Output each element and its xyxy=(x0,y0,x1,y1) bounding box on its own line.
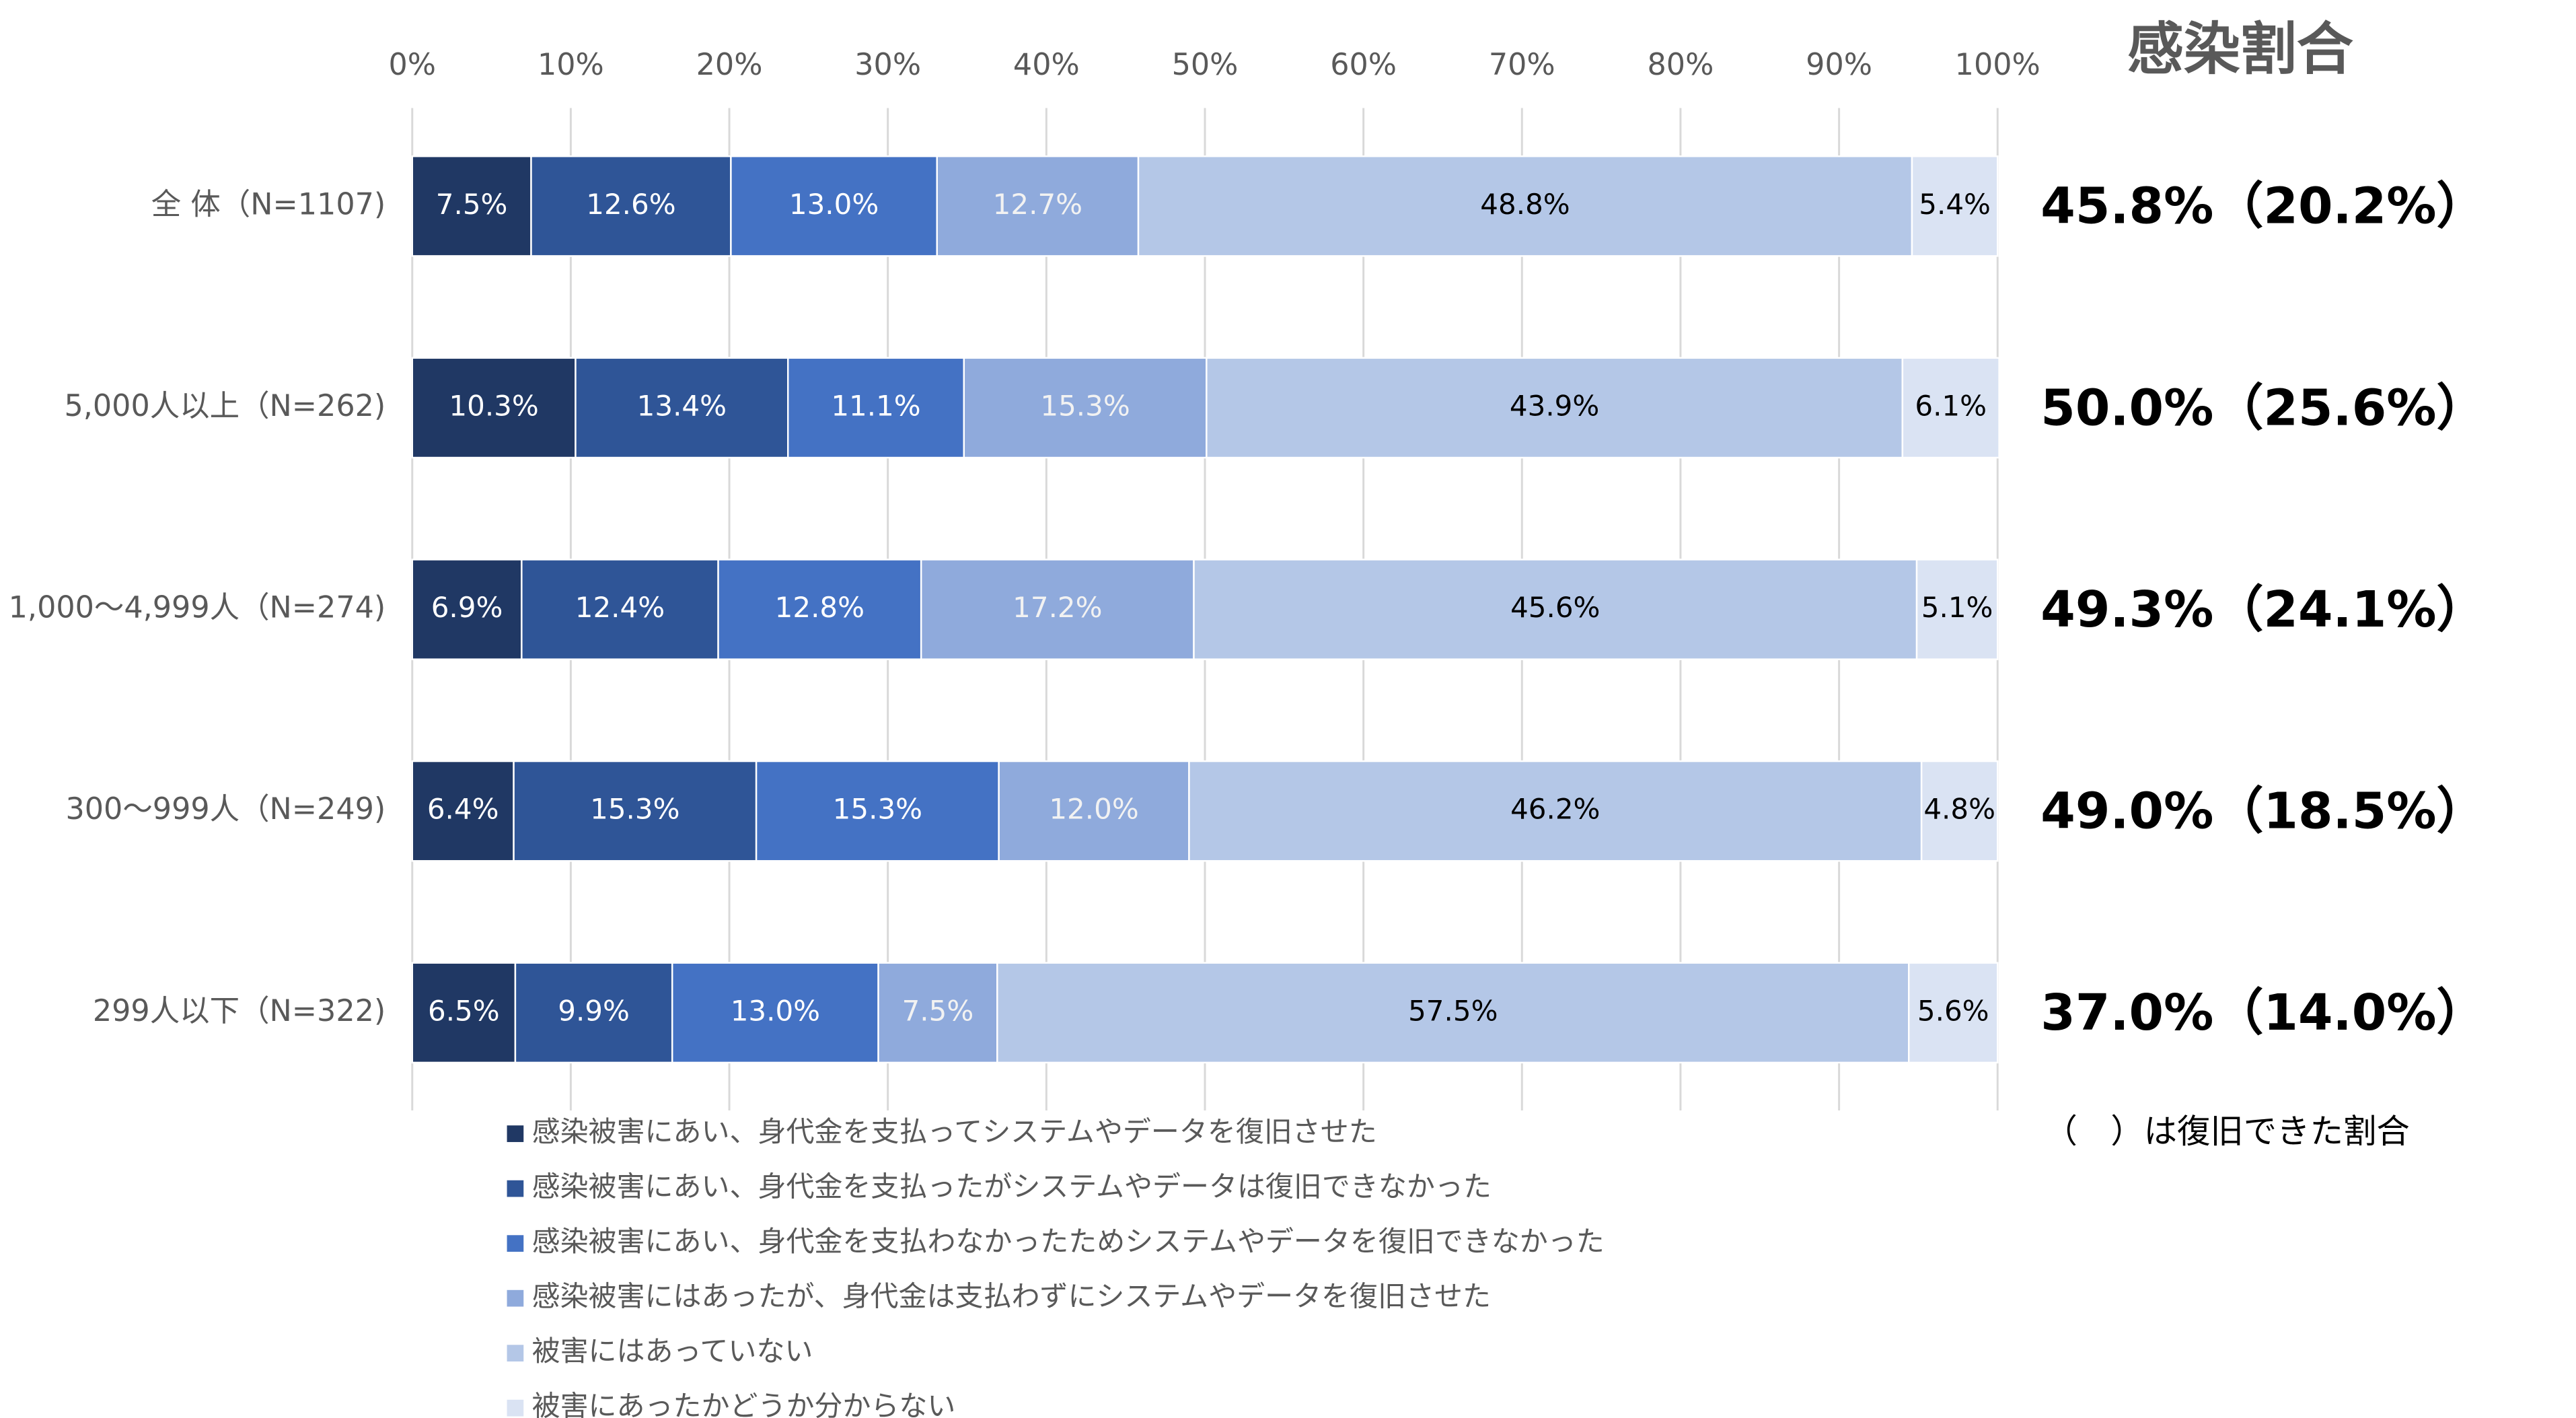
bar-segment xyxy=(717,559,922,660)
legend-marker xyxy=(507,1289,524,1307)
category-label: 299人以下（N=322) xyxy=(93,994,385,1028)
value-label: 13.0% xyxy=(789,188,879,221)
category-label: 全 体（N=1107) xyxy=(151,187,385,221)
bar-segment xyxy=(411,962,517,1064)
x-tick-label: 80% xyxy=(1648,48,1714,82)
value-label: 43.9% xyxy=(1510,389,1599,422)
category-label: 5,000人以上（N=262) xyxy=(64,389,385,423)
category-label: 1,000～4,999人（N=274) xyxy=(9,591,386,625)
legend-marker xyxy=(507,1180,524,1197)
bar-segment xyxy=(1915,559,1999,660)
legend-label: 被害にはあっていない xyxy=(532,1335,813,1368)
bar-segment xyxy=(671,962,879,1064)
x-tick-label: 100% xyxy=(1955,48,2040,82)
bar-segment xyxy=(996,962,1910,1064)
legend-marker xyxy=(507,1345,524,1362)
x-tick-label: 50% xyxy=(1172,48,1239,82)
annotation-value: 49.0%（18.5%） xyxy=(2040,783,2486,841)
legend-label: 感染被害にあい、身代金を支払ってシステムやデータを復旧させた xyxy=(532,1115,1377,1148)
x-tick-label: 0% xyxy=(388,48,436,82)
legend-label: 感染被害にはあったが、身代金は支払わずにシステムやデータを復旧させた xyxy=(532,1280,1491,1313)
bar-segment xyxy=(1911,155,1999,257)
bar-segment xyxy=(1901,357,2000,459)
bar-segment xyxy=(730,155,938,257)
bar-segment xyxy=(411,760,515,862)
value-label: 5.6% xyxy=(1917,994,1989,1027)
annotation-value: 37.0%（14.0%） xyxy=(2040,984,2486,1042)
bar-segment xyxy=(513,760,758,862)
value-label: 57.5% xyxy=(1408,994,1498,1027)
value-label: 6.5% xyxy=(428,994,500,1027)
value-label: 13.0% xyxy=(731,994,820,1027)
value-label: 12.4% xyxy=(575,591,665,624)
value-label: 15.3% xyxy=(1040,389,1130,422)
value-label: 46.2% xyxy=(1510,793,1600,826)
x-tick-label: 60% xyxy=(1330,48,1397,82)
value-label: 17.2% xyxy=(1013,591,1102,624)
category-label: 300～999人（N=249) xyxy=(65,792,385,826)
bar-segment xyxy=(1920,760,1999,862)
annotation-note: （ ）は復旧できた割合 xyxy=(2044,1112,2409,1151)
value-label: 12.7% xyxy=(993,188,1082,221)
value-label: 5.1% xyxy=(1921,591,1993,624)
value-label: 5.4% xyxy=(1919,188,1991,221)
bar-segment xyxy=(1193,559,1918,660)
bar-segment xyxy=(787,357,965,459)
value-label: 6.1% xyxy=(1915,389,1987,422)
legend-marker xyxy=(507,1235,524,1252)
value-label: 48.8% xyxy=(1480,188,1570,221)
value-label: 10.3% xyxy=(449,389,538,422)
bar-segment xyxy=(1206,357,1904,459)
bar-segment xyxy=(936,155,1140,257)
value-label: 9.9% xyxy=(558,994,630,1027)
legend-marker xyxy=(507,1399,524,1417)
bar-segment xyxy=(530,155,732,257)
bar-segment xyxy=(521,559,719,660)
annotation-title: 感染割合 xyxy=(2127,16,2353,82)
value-label: 12.0% xyxy=(1049,793,1138,826)
annotation-value: 45.8%（20.2%） xyxy=(2040,178,2486,236)
x-tick-label: 40% xyxy=(1013,48,1080,82)
x-tick-label: 10% xyxy=(538,48,604,82)
bar-segment xyxy=(1137,155,1913,257)
x-tick-label: 30% xyxy=(854,48,921,82)
bar-segment xyxy=(514,962,673,1064)
bar-segment xyxy=(998,760,1190,862)
value-label: 15.3% xyxy=(590,793,679,826)
annotation-value: 49.3%（24.1%） xyxy=(2040,581,2486,639)
bar-segment xyxy=(1188,760,1923,862)
value-label: 12.6% xyxy=(586,188,675,221)
bar-segment xyxy=(920,559,1195,660)
value-label: 11.1% xyxy=(831,389,920,422)
value-label: 4.8% xyxy=(1923,793,1995,826)
value-label: 6.9% xyxy=(431,591,503,624)
x-tick-label: 70% xyxy=(1489,48,1555,82)
value-label: 7.5% xyxy=(902,994,974,1027)
bar-segment xyxy=(1908,962,1999,1064)
x-tick-label: 90% xyxy=(1806,48,1872,82)
legend-label: 感染被害にあい、身代金を支払ったがシステムやデータは復旧できなかった xyxy=(532,1170,1492,1203)
value-label: 12.8% xyxy=(775,591,864,624)
value-label: 15.3% xyxy=(833,793,922,826)
legend-marker xyxy=(507,1125,524,1142)
value-label: 45.6% xyxy=(1510,591,1600,624)
legend-label: 感染被害にあい、身代金を支払わなかったためシステムやデータを復旧できなかった xyxy=(532,1225,1605,1258)
bar-segment xyxy=(411,357,577,459)
annotation-value: 50.0%（25.6%） xyxy=(2040,379,2486,437)
bar-segment xyxy=(411,559,523,660)
legend-label: 被害にあったかどうか分からない xyxy=(532,1390,956,1418)
value-label: 7.5% xyxy=(436,188,508,221)
bar-segment xyxy=(963,357,1208,459)
bar-segment xyxy=(755,760,1000,862)
value-label: 6.4% xyxy=(427,793,499,826)
bar-segment xyxy=(411,155,532,257)
x-tick-label: 20% xyxy=(696,48,763,82)
value-label: 13.4% xyxy=(637,389,727,422)
